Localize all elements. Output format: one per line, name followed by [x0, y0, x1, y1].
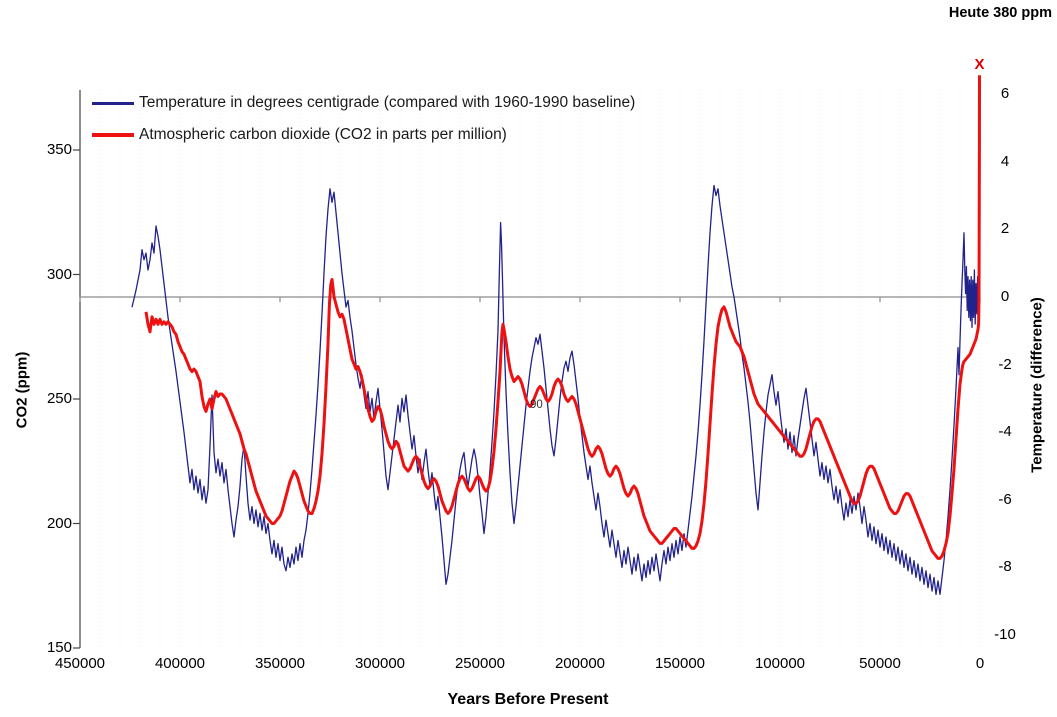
left-axis-tick-label: 250 [46, 390, 72, 407]
x-axis-tick-label: 0 [975, 655, 985, 672]
y-axis-title-co2: CO2 (ppm) [13, 351, 31, 429]
left-axis-tick-label: 300 [46, 265, 72, 283]
temperature-line [131, 184, 981, 596]
x-axis-tick-label: 300000 [354, 655, 406, 672]
legend-label-temperature: Temperature in degrees centigrade (compa… [139, 94, 636, 111]
x-axis-tick-label: 150000 [654, 655, 706, 672]
x-axis-tick-label: 100000 [754, 655, 806, 672]
heute-annotation: Heute 380 ppm [948, 5, 1052, 21]
legend-item-co2: Atmospheric carbon dioxide (CO2 in parts… [92, 126, 635, 144]
co2-line [144, 75, 981, 560]
x-axis-tick-label: 250000 [454, 655, 506, 672]
x-axis-tick-label: 450000 [54, 655, 106, 672]
right-axis-tick-label: 0 [1000, 288, 1010, 305]
co2-line-swatch [92, 133, 134, 137]
x-axis-tick-label: 350000 [254, 655, 306, 672]
x-axis-tick-label: 400000 [154, 655, 206, 672]
left-axis-tick-label: 200 [46, 514, 72, 532]
x-axis-tick-label: 200000 [554, 655, 606, 672]
right-axis-tick-label: -4 [998, 423, 1012, 441]
x-axis-tick-label: 50000 [859, 655, 901, 672]
right-axis-tick-label: -6 [998, 490, 1012, 508]
x-axis-title: Years Before Present [447, 691, 609, 708]
today-marker-x: X [974, 56, 985, 74]
temperature-line-swatch [92, 101, 134, 105]
right-axis-tick-label: -10 [994, 626, 1016, 643]
right-axis-tick-label: 4 [1000, 152, 1010, 170]
right-axis-tick-label: -8 [998, 558, 1012, 576]
stray-text-90: 90 [530, 399, 543, 411]
right-axis-tick-label: 2 [1000, 220, 1010, 238]
left-axis-tick-label: 350 [46, 141, 72, 158]
left-axis-tick-label: 150 [46, 639, 72, 656]
legend-item-temperature: Temperature in degrees centigrade (compa… [92, 94, 635, 112]
y-axis-title-temperature: Temperature (difference) [1028, 297, 1046, 473]
right-axis-tick-label: 6 [1000, 85, 1010, 103]
legend: Temperature in degrees centigrade (compa… [92, 94, 635, 158]
right-axis-tick-label: -2 [998, 355, 1012, 373]
legend-label-co2: Atmospheric carbon dioxide (CO2 in parts… [139, 126, 507, 143]
